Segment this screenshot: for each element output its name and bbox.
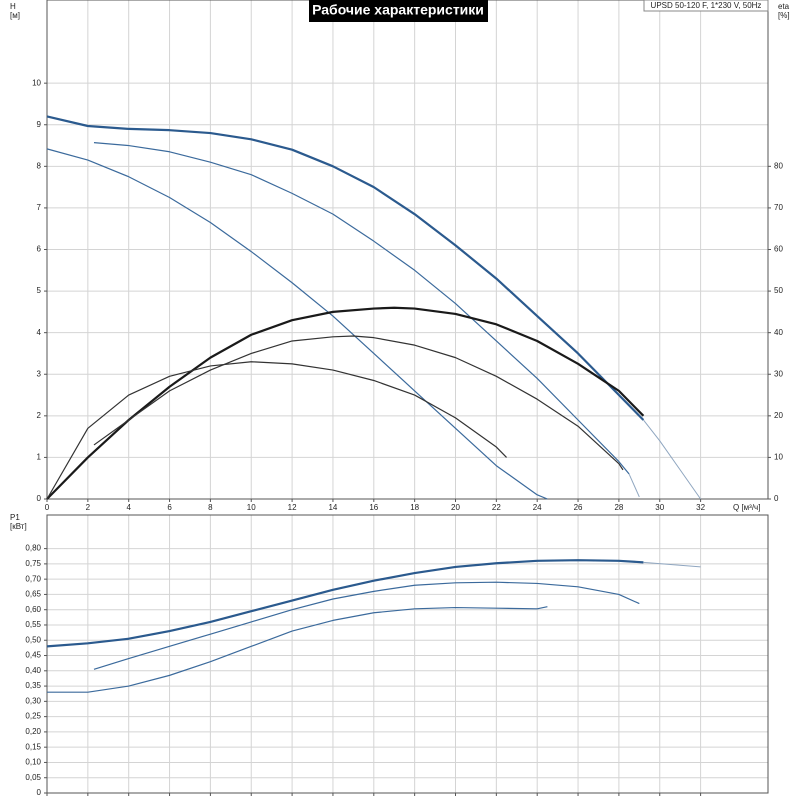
x-tick-label: 22 bbox=[492, 503, 501, 512]
y-tick-label: 0,75 bbox=[25, 559, 41, 568]
y-tick-label: 0,10 bbox=[25, 758, 41, 767]
y-tick-label: 0,80 bbox=[25, 544, 41, 553]
curve bbox=[47, 606, 548, 693]
y-tick-label: 0 bbox=[37, 788, 42, 797]
y-tick-label: 1 bbox=[37, 453, 42, 462]
y-tick-label: 0,40 bbox=[25, 666, 41, 675]
curve bbox=[46, 559, 644, 648]
y2-tick-label: 0 bbox=[774, 494, 779, 503]
y2-tick-label: 50 bbox=[774, 286, 783, 295]
x-tick-label: 26 bbox=[574, 503, 583, 512]
y2-label: eta bbox=[778, 2, 790, 11]
y-tick-label: 0,70 bbox=[25, 574, 41, 583]
curve bbox=[93, 142, 630, 475]
x-tick-label: 32 bbox=[696, 503, 705, 512]
y-tick-label: 0,65 bbox=[25, 590, 41, 599]
x-tick-label: 18 bbox=[410, 503, 419, 512]
y-tick-label: 5 bbox=[37, 286, 42, 295]
x-tick-label: 30 bbox=[655, 503, 664, 512]
x-tick-label: 4 bbox=[126, 503, 131, 512]
model-box bbox=[643, 0, 769, 12]
x-tick-label: 20 bbox=[451, 503, 460, 512]
y-tick-label: 0,30 bbox=[25, 696, 41, 705]
y-tick-label: 0,35 bbox=[25, 681, 41, 690]
x-tick-label: 10 bbox=[247, 503, 256, 512]
y-tick-label: 6 bbox=[37, 245, 42, 254]
curve bbox=[93, 335, 624, 471]
curve bbox=[46, 148, 548, 500]
curve bbox=[46, 115, 645, 421]
y-tick-label: 3 bbox=[37, 369, 42, 378]
x-label: Q [м³/ч] bbox=[733, 503, 760, 512]
x-tick-label: 28 bbox=[614, 503, 623, 512]
y-label: P1 bbox=[10, 513, 20, 522]
y-tick-label: 4 bbox=[37, 328, 42, 337]
title-box bbox=[309, 0, 488, 22]
y2-tick-label: 30 bbox=[774, 369, 783, 378]
model-label: UPSD 50-120 F, 1*230 V, 50Hz bbox=[651, 1, 762, 10]
y-tick-label: 0 bbox=[37, 494, 42, 503]
curve bbox=[46, 306, 645, 500]
y-unit: [кВт] bbox=[10, 522, 27, 531]
y-tick-label: 2 bbox=[37, 411, 42, 420]
x-tick-label: 2 bbox=[86, 503, 91, 512]
x-tick-label: 12 bbox=[288, 503, 297, 512]
x-tick-label: 8 bbox=[208, 503, 213, 512]
x-tick-label: 24 bbox=[533, 503, 542, 512]
y-unit: [м] bbox=[10, 11, 20, 20]
x-tick-label: 16 bbox=[369, 503, 378, 512]
plot-frame bbox=[46, 514, 769, 794]
x-tick-label: 6 bbox=[167, 503, 172, 512]
y2-unit: [%] bbox=[778, 11, 790, 20]
y-tick-label: 0,55 bbox=[25, 620, 41, 629]
y2-tick-label: 80 bbox=[774, 161, 783, 170]
y-tick-label: 7 bbox=[37, 203, 42, 212]
y-tick-label: 0,15 bbox=[25, 742, 41, 751]
x-tick-label: 0 bbox=[45, 503, 50, 512]
y2-tick-label: 40 bbox=[774, 328, 783, 337]
y-tick-label: 0,25 bbox=[25, 712, 41, 721]
y-label: H bbox=[10, 2, 16, 11]
curve bbox=[628, 473, 640, 498]
y2-tick-label: 70 bbox=[774, 203, 783, 212]
y-tick-label: 8 bbox=[37, 161, 42, 170]
curve bbox=[93, 581, 640, 670]
x-tick-label: 14 bbox=[328, 503, 337, 512]
curve bbox=[643, 419, 702, 500]
y2-tick-label: 10 bbox=[774, 453, 783, 462]
curve bbox=[643, 561, 701, 568]
y-tick-label: 0,45 bbox=[25, 651, 41, 660]
y-tick-label: 0,50 bbox=[25, 635, 41, 644]
y-tick-label: 0,05 bbox=[25, 773, 41, 782]
curve bbox=[46, 361, 507, 500]
y2-tick-label: 60 bbox=[774, 245, 783, 254]
y-tick-label: 0,20 bbox=[25, 727, 41, 736]
y2-tick-label: 20 bbox=[774, 411, 783, 420]
y-tick-label: 10 bbox=[32, 78, 41, 87]
chart-title: Рабочие характеристики bbox=[312, 2, 484, 18]
y-tick-label: 0,60 bbox=[25, 605, 41, 614]
y-tick-label: 9 bbox=[37, 120, 42, 129]
